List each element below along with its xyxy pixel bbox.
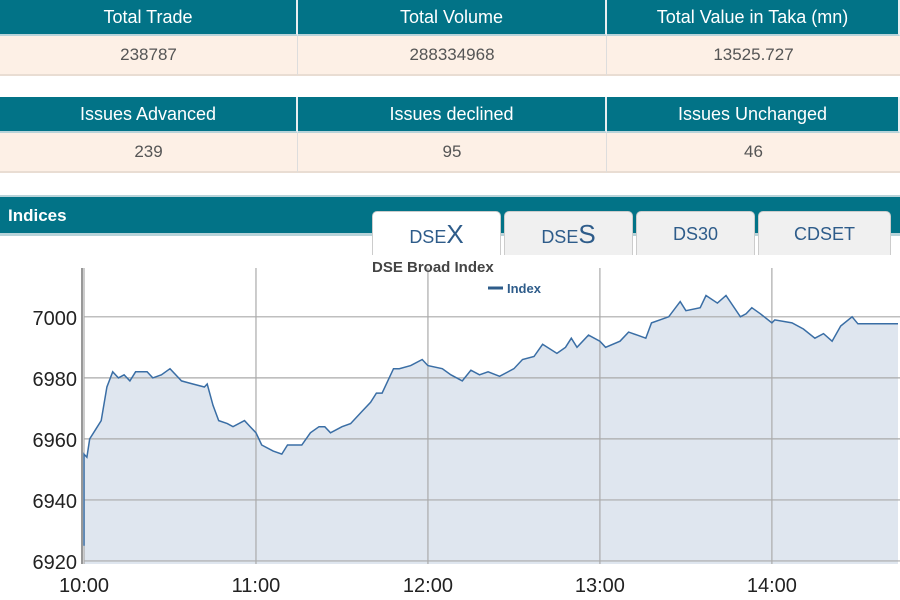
tab-label: DSE	[409, 227, 447, 247]
tab-label: CDSET	[793, 224, 855, 244]
y-tick-label: 6980	[33, 369, 78, 391]
header-issues-advanced: Issues Advanced	[0, 97, 298, 133]
header-total-trade: Total Trade	[0, 0, 298, 36]
tab-cdset[interactable]: CDSET	[758, 211, 891, 255]
tab-label-suffix: S	[578, 219, 596, 249]
market-summary-table: Total Trade Total Volume Total Value in …	[0, 0, 900, 76]
y-tick-label: 6940	[33, 491, 78, 513]
x-tick-label: 14:00	[747, 575, 797, 597]
x-tick-label: 10:00	[59, 575, 109, 597]
header-total-value: Total Value in Taka (mn)	[607, 0, 900, 36]
x-tick-label: 13:00	[575, 575, 625, 597]
legend-label: Index	[507, 281, 542, 296]
chart-title: DSE Broad Index	[372, 259, 494, 276]
tab-dsex[interactable]: DSEX	[372, 211, 501, 255]
y-tick-label: 6920	[33, 552, 78, 574]
value-issues-advanced: 239	[0, 133, 298, 173]
index-chart: 6920 6940 6960 6980 7000 10:00 11:00 12:00 13:00…	[33, 259, 900, 597]
y-tick-label: 6960	[33, 430, 78, 452]
index-area-fill	[84, 295, 898, 564]
value-issues-unchanged: 46	[607, 133, 900, 173]
x-tick-label: 11:00	[232, 575, 281, 597]
tab-ds30[interactable]: DS30	[636, 211, 755, 255]
value-total-trade: 238787	[0, 36, 298, 76]
header-issues-declined: Issues declined	[298, 97, 607, 133]
tab-label: DS30	[672, 224, 719, 244]
x-tick-label: 12:00	[403, 575, 453, 597]
header-total-volume: Total Volume	[298, 0, 607, 36]
issues-summary-table: Issues Advanced Issues declined Issues U…	[0, 97, 900, 173]
value-total-value: 13525.727	[607, 36, 900, 76]
index-line	[83, 294, 898, 546]
tab-label-suffix: X	[446, 219, 464, 249]
tab-label: DSE	[541, 227, 579, 247]
indices-title: Indices	[8, 206, 67, 225]
value-issues-declined: 95	[298, 133, 607, 173]
y-tick-label: 7000	[33, 308, 78, 330]
header-issues-unchanged: Issues Unchanged	[607, 97, 900, 133]
tab-dses[interactable]: DSES	[504, 211, 633, 255]
value-total-volume: 288334968	[298, 36, 607, 76]
